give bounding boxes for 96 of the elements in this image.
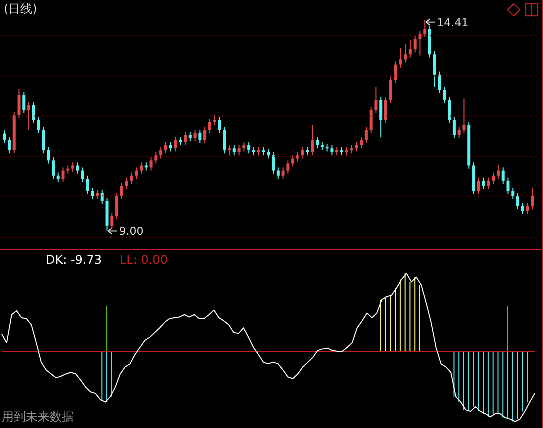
candlestick [502,167,505,185]
candlestick [394,61,398,84]
candlestick [286,160,290,174]
candlestick [452,116,456,139]
candlestick [531,188,534,210]
candlestick [418,30,422,56]
candlestick [477,177,480,195]
candlestick [96,189,99,200]
candlestick [482,177,486,190]
candlestick [374,86,378,114]
candlestick [492,172,496,185]
candlestick [448,96,452,124]
candlestick [37,116,40,134]
chart-title: (日线) [4,1,38,18]
candlestick [130,172,134,185]
candlestick [282,167,285,180]
candlestick [316,136,320,150]
candlestick [506,177,510,195]
candlestick [355,142,358,152]
candlestick [462,98,466,134]
candlestick [276,167,280,180]
candlestick [496,164,500,180]
candlestick [8,136,11,154]
candlestick [512,187,515,200]
candlestick [174,136,178,152]
candlestick [160,146,163,160]
candlestick [62,167,65,183]
annotation: 用到未来数据 [2,409,74,426]
candlestick [3,130,6,144]
annotation: 14.41 [437,16,469,30]
candlestick [301,146,304,160]
candlestick [399,48,402,68]
candlestick [110,212,114,230]
candlestick [164,142,168,154]
candlestick [360,136,364,150]
candlestick [267,148,270,160]
candlestick [184,132,187,146]
candlestick [28,102,31,130]
annotation: 9.00 [119,225,144,238]
candlestick [370,106,373,134]
candlestick [292,155,295,168]
candlestick [150,157,153,172]
candlestick [42,126,46,154]
candlestick [443,86,446,104]
candlestick [56,172,60,183]
candlestick [238,144,241,156]
text: DK: -9.73 [46,253,102,267]
candlestick [311,124,314,156]
candlestick [32,102,36,124]
candlestick [424,20,427,38]
candlestick [458,126,461,139]
candlestick [72,162,75,172]
candlestick [242,142,246,152]
candlestick [487,177,490,190]
candlestick [188,132,192,142]
candlestick [91,187,94,200]
candlestick [384,96,388,124]
candlestick [22,92,26,114]
candlestick [194,130,197,142]
candlestick [76,162,80,174]
candlestick [154,152,158,164]
candlestick [18,88,21,119]
candlestick [125,177,128,190]
candlestick [140,162,143,174]
candlestick [218,116,222,134]
candlestick [223,126,226,154]
candlestick [169,142,172,152]
candlestick [438,71,442,94]
candlestick [228,144,232,156]
candlestick [516,192,520,210]
candlestick [86,175,90,195]
candlestick [408,40,412,58]
candlestick [521,202,524,215]
candlestick [248,142,251,154]
ref-line-label: LL: 0.00 [120,253,168,267]
candlestick [135,167,138,180]
candlestick [204,126,207,144]
candlestick [380,96,383,138]
candlestick [526,202,530,215]
candlestick [52,157,55,180]
candlestick [364,126,368,144]
candlestick [208,118,212,134]
candlestick [232,144,236,156]
candlestick [120,182,124,200]
candlestick [330,144,334,156]
candlestick [100,189,104,205]
candlestick [213,114,216,126]
candlestick [47,146,50,164]
candlestick [404,44,408,64]
candlestick [272,152,276,174]
candlestick [81,167,84,183]
candlestick [433,51,436,88]
candlestick [414,36,417,54]
candlestick [116,192,119,220]
candlestick [389,76,392,104]
candlestick [198,130,202,144]
